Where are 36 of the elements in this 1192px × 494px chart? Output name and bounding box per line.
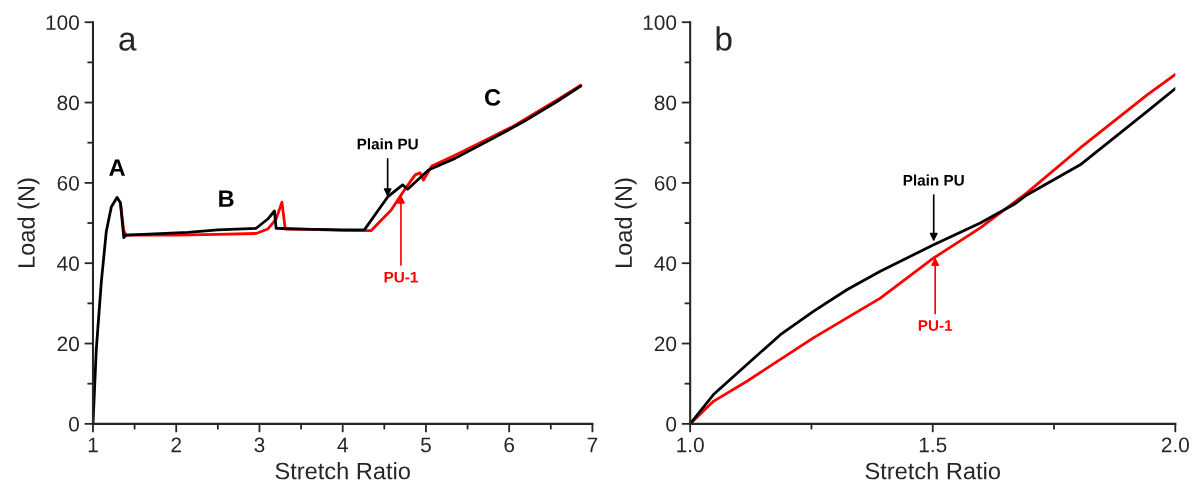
annotation: b — [716, 26, 732, 51]
y-tick-label: 60 — [654, 175, 677, 191]
y-tick-label: 80 — [654, 95, 677, 111]
annotation: Plain PU — [903, 174, 964, 186]
y-axis-title: Load (N) — [17, 178, 40, 268]
y-tick-label: 20 — [57, 336, 79, 352]
x-tick-label: 5 — [420, 437, 431, 453]
y-tick-label: 80 — [57, 95, 79, 111]
line-series — [92, 84, 583, 424]
y-tick-label: 0 — [69, 416, 79, 432]
y-tick-label: 100 — [643, 15, 677, 30]
y-tick-label: 0 — [666, 416, 677, 432]
x-axis-title: Stretch Ratio — [275, 462, 410, 480]
y-tick-label: 40 — [654, 256, 677, 271]
annotation: B — [219, 190, 234, 207]
x-tick-label: 2 — [171, 437, 181, 453]
y-tick-label: 60 — [57, 175, 79, 191]
annotation: A — [109, 159, 126, 176]
annotation: PU-1 — [918, 320, 953, 331]
x-tick-label: 1.5 — [919, 437, 947, 453]
x-tick-label: 2.0 — [1161, 437, 1189, 453]
x-tick-label: 7 — [587, 437, 598, 453]
x-axis-title: Stretch Ratio — [865, 462, 1000, 480]
x-tick-label: 4 — [337, 437, 348, 453]
y-tick-label: 100 — [46, 15, 79, 30]
annotation: PU-1 — [384, 271, 418, 283]
annotation: C — [484, 89, 501, 106]
x-tick-label: 6 — [504, 437, 515, 453]
annotation: Plain PU — [357, 138, 418, 150]
x-tick-label: 3 — [254, 437, 265, 453]
y-axis-title: Load (N) — [614, 178, 637, 268]
x-tick-label: 1.0 — [677, 437, 704, 453]
annotation: a — [119, 32, 137, 51]
y-tick-label: 40 — [57, 256, 79, 271]
y-tick-label: 20 — [654, 336, 677, 352]
x-tick-label: 1 — [88, 437, 98, 453]
